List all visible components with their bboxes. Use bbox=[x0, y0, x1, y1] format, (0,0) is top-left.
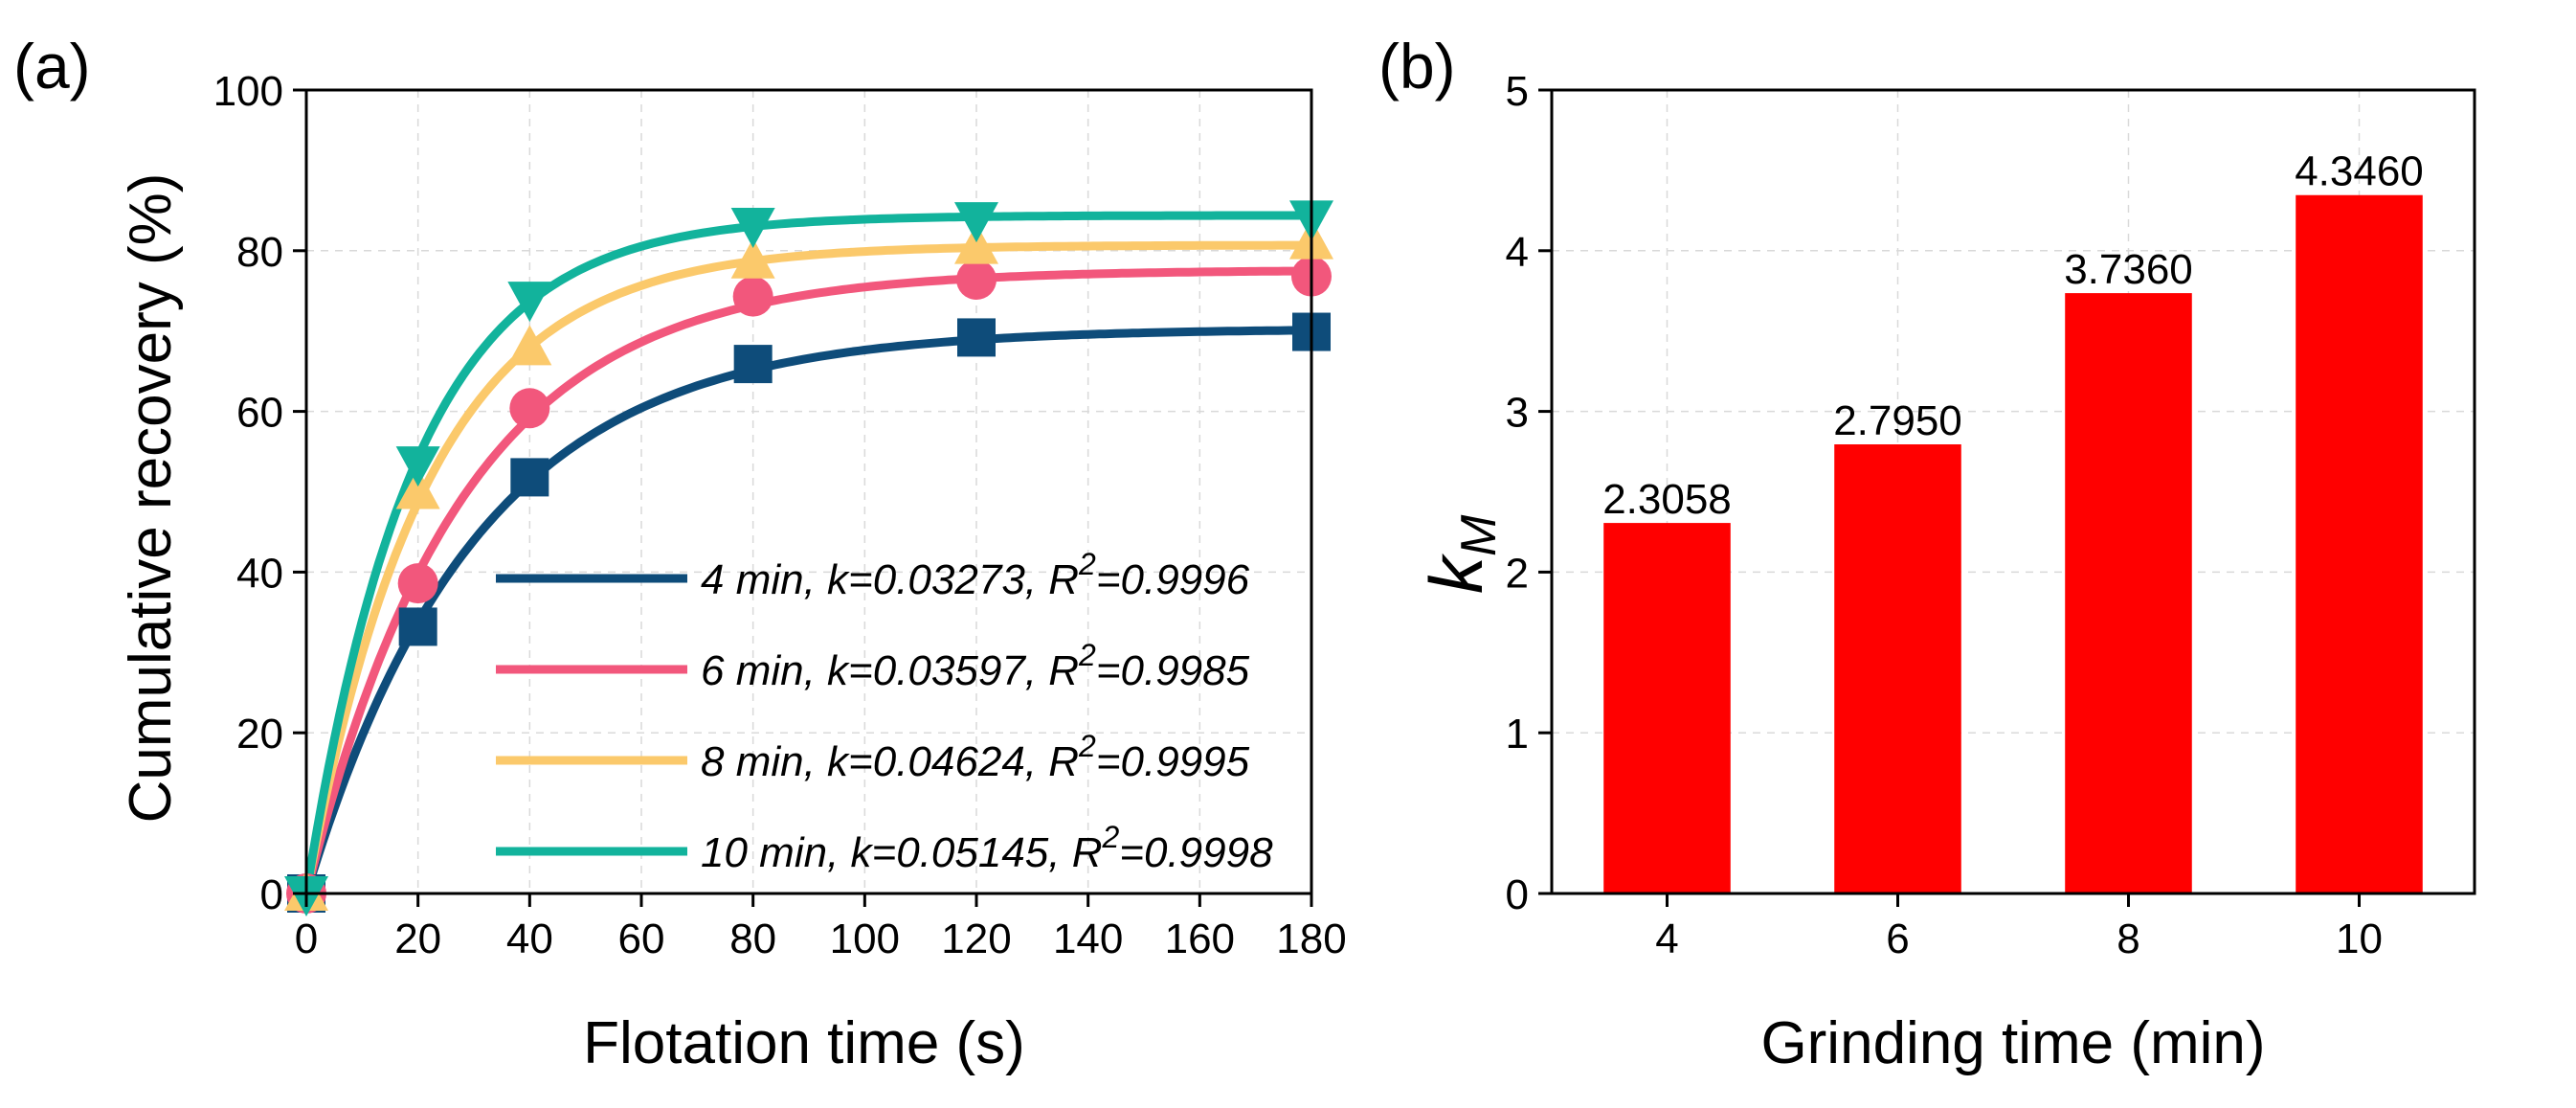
panel-a-legend-text: 6 min, k=0.03597, R bbox=[701, 647, 1079, 694]
panel-a-marker-series-1 bbox=[956, 260, 997, 301]
panel-a-legend-value: =0.9995 bbox=[1096, 738, 1250, 785]
panel-b-x-tick-label: 6 bbox=[1886, 916, 1909, 962]
panel-a-x-axis-title: Flotation time (s) bbox=[583, 1010, 1025, 1076]
panel-a-legend-superscript: 2 bbox=[1078, 729, 1096, 763]
panel-a-x-tick-label: 0 bbox=[295, 916, 318, 962]
panel-a-marker-series-0 bbox=[957, 318, 996, 357]
panel-a-x-tick-label: 100 bbox=[830, 916, 900, 962]
panel-b-y-tick-label: 4 bbox=[1506, 229, 1529, 276]
panel-a-x-tick-label: 60 bbox=[618, 916, 665, 962]
panel-a-x-tick-label: 40 bbox=[506, 916, 553, 962]
panel-a-x-tick-label: 140 bbox=[1053, 916, 1123, 962]
panel-b-bar-6 bbox=[1834, 443, 1961, 893]
panel-a-marker-series-3 bbox=[395, 446, 440, 487]
panel-a-marker-series-3 bbox=[954, 202, 998, 243]
panel-b-y-ticks: 0 1 2 3 4 5 bbox=[1506, 68, 1552, 918]
panel-a-y-ticks: 0 20 40 60 80 100 bbox=[213, 68, 306, 918]
panel-a-legend-value: =0.9985 bbox=[1096, 647, 1250, 694]
panel-a-x-tick-label: 180 bbox=[1276, 916, 1346, 962]
panel-b-x-axis-title: Grinding time (min) bbox=[1760, 1010, 2265, 1076]
panel-b-y-tick-label: 2 bbox=[1506, 550, 1529, 597]
panel-a-y-tick-label: 100 bbox=[213, 68, 283, 115]
panel-a-data-markers bbox=[284, 200, 1333, 916]
panel-a-y-tick-label: 60 bbox=[236, 390, 283, 437]
panel-a-legend-entry-0: 4 min, k=0.03273, R2=0.9996 bbox=[701, 547, 1250, 603]
panel-b-bar-10 bbox=[2296, 194, 2423, 893]
panel-a-legend-entry-1: 6 min, k=0.03597, R2=0.9985 bbox=[701, 638, 1250, 694]
panel-b-y-tick-label: 0 bbox=[1506, 871, 1529, 918]
panel-a-fit-curve-series-1 bbox=[302, 266, 1316, 898]
panel-a-fit-curves bbox=[302, 211, 1316, 898]
panel-a-x-tick-label: 160 bbox=[1165, 916, 1235, 962]
panel-a-marker-series-1 bbox=[509, 388, 550, 429]
panel-b-bar-chart: (b) 2.3058 2.7950 3.7360 4.3460 4 6 8 10 0 1 2 3 4… bbox=[1378, 31, 2476, 1076]
panel-a-legend-superscript: 2 bbox=[1078, 547, 1096, 581]
panel-a-legend-value: =0.9998 bbox=[1119, 829, 1273, 876]
panel-a-y-axis-title: Cumulative recovery (%) bbox=[118, 173, 184, 824]
panel-a-legend-superscript: 2 bbox=[1078, 638, 1096, 672]
panel-a-label: (a) bbox=[13, 31, 91, 102]
panel-b-bar-label-8: 3.7360 bbox=[2064, 246, 2193, 293]
panel-b-x-ticks: 4 6 8 10 bbox=[1655, 893, 2383, 962]
panel-a-plot-frame bbox=[304, 88, 1313, 895]
panel-a-line-chart: (a) 0 20 40 60 80 100 120 140 160 180 0 20 40 60 80 10… bbox=[13, 31, 1347, 1076]
panel-b-bar-value-labels: 2.3058 2.7950 3.7360 4.3460 bbox=[1602, 148, 2424, 523]
panel-b-bar-label-10: 4.3460 bbox=[2295, 148, 2424, 195]
panel-a-fit-curve-series-2 bbox=[302, 240, 1316, 898]
panel-b-bar-8 bbox=[2065, 293, 2192, 893]
panel-a-x-tick-label: 120 bbox=[941, 916, 1011, 962]
panel-a-marker-series-0 bbox=[398, 607, 437, 646]
panel-b-x-tick-label: 4 bbox=[1655, 916, 1678, 962]
panel-a-marker-series-0 bbox=[510, 458, 549, 497]
panel-a-fit-curve-series-3 bbox=[302, 211, 1316, 898]
panel-b-y-tick-label: 1 bbox=[1506, 711, 1529, 758]
panel-b-y-axis-title: kM bbox=[1414, 514, 1507, 594]
panel-a-marker-series-1 bbox=[732, 276, 773, 317]
panel-a-fit-curve-series-0 bbox=[302, 326, 1316, 898]
panel-a-legend-text: 8 min, k=0.04624, R bbox=[701, 738, 1079, 785]
panel-b-label: (b) bbox=[1378, 31, 1456, 102]
panel-b-bar-label-6: 2.7950 bbox=[1833, 397, 1962, 444]
panel-b-bar-label-4: 2.3058 bbox=[1602, 476, 1732, 523]
panel-b-y-tick-label: 3 bbox=[1506, 390, 1529, 437]
panel-a-x-ticks: 0 20 40 60 80 100 120 140 160 180 bbox=[295, 893, 1347, 962]
panel-a-y-tick-label: 40 bbox=[236, 550, 283, 597]
panel-a-marker-series-0 bbox=[733, 345, 773, 384]
panel-b-y-axis-title-main: k bbox=[1414, 553, 1498, 594]
panel-a-legend-entry-3: 10 min, k=0.05145, R2=0.9998 bbox=[701, 820, 1273, 876]
panel-b-y-tick-label: 5 bbox=[1506, 68, 1529, 115]
panel-a-legend-value: =0.9996 bbox=[1096, 556, 1250, 603]
panel-a-legend-text: 4 min, k=0.03273, R bbox=[701, 556, 1079, 603]
panel-a-marker-series-2 bbox=[730, 237, 775, 279]
panel-a-marker-series-2 bbox=[954, 223, 998, 264]
panel-a-marker-series-1 bbox=[397, 563, 438, 604]
panel-a-y-tick-label: 80 bbox=[236, 229, 283, 276]
panel-b-y-axis-title-subscript: M bbox=[1451, 514, 1507, 556]
panel-a-y-tick-label: 0 bbox=[260, 871, 283, 918]
panel-b-bar-4 bbox=[1603, 523, 1731, 893]
panel-b-x-tick-label: 10 bbox=[2336, 916, 2383, 962]
panel-a-legend-superscript: 2 bbox=[1101, 820, 1119, 854]
panel-a-y-tick-label: 20 bbox=[236, 711, 283, 758]
panel-b-bars bbox=[1603, 194, 2423, 893]
panel-a-legend-text: 10 min, k=0.05145, R bbox=[701, 829, 1102, 876]
panel-a-x-tick-label: 80 bbox=[729, 916, 776, 962]
panel-a-marker-series-2 bbox=[395, 468, 440, 509]
panel-a-legend-entry-2: 8 min, k=0.04624, R2=0.9995 bbox=[701, 729, 1250, 785]
panel-a-x-tick-label: 20 bbox=[394, 916, 441, 962]
panel-a-marker-series-2 bbox=[507, 325, 552, 366]
panel-a-marker-series-3 bbox=[730, 207, 775, 248]
panel-a-marker-series-3 bbox=[507, 282, 552, 323]
panel-b-plot-frame bbox=[1550, 88, 2476, 895]
panel-b-x-tick-label: 8 bbox=[2117, 916, 2139, 962]
